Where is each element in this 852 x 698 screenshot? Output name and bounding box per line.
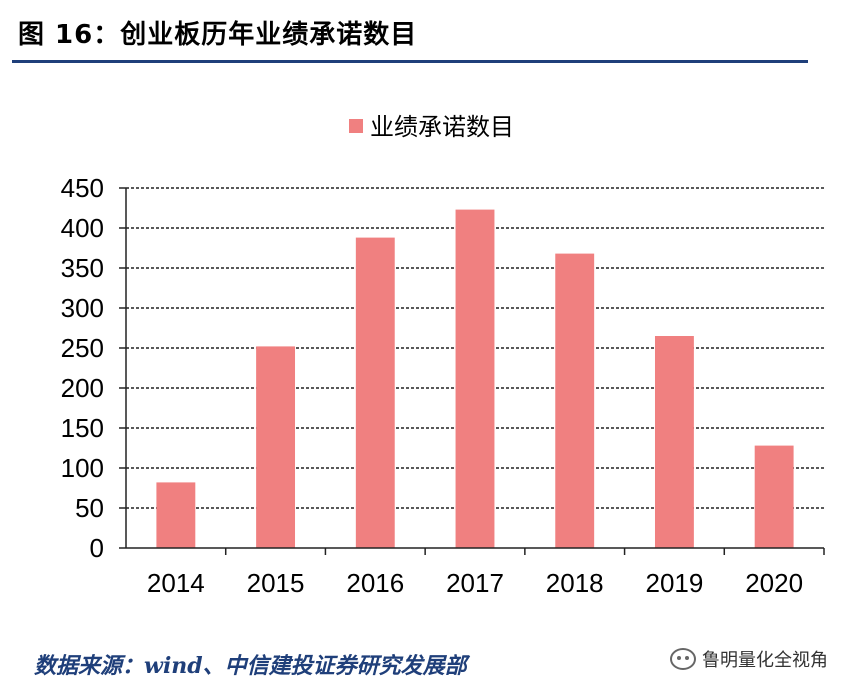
y-tick-label: 350 xyxy=(61,253,104,283)
legend-swatch xyxy=(349,119,363,133)
grid-lines xyxy=(126,187,824,509)
data-source-note: 数据来源：wind、中信建投证券研究发展部 xyxy=(34,653,467,679)
legend-label: 业绩承诺数目 xyxy=(370,113,514,141)
bar-2019 xyxy=(654,336,694,548)
y-tick-label: 150 xyxy=(61,413,104,443)
y-tick-label: 0 xyxy=(90,533,104,563)
x-tick-label: 2015 xyxy=(247,568,305,598)
wechat-icon xyxy=(670,648,696,670)
x-tick-label: 2020 xyxy=(745,568,803,598)
y-tick-label: 50 xyxy=(75,493,104,523)
figure-title: 图 16：创业板历年业绩承诺数目 xyxy=(18,20,418,50)
y-tick-label: 300 xyxy=(61,293,104,323)
y-tick-label: 450 xyxy=(61,173,104,203)
bar-2020 xyxy=(754,445,794,548)
bar-2015 xyxy=(256,346,296,548)
bar-2014 xyxy=(156,482,196,548)
y-tick-label: 250 xyxy=(61,333,104,363)
x-tick-label: 2017 xyxy=(446,568,504,598)
bar-2017 xyxy=(455,209,495,548)
x-tick-label: 2014 xyxy=(147,568,205,598)
x-tick-label: 2019 xyxy=(646,568,704,598)
bar-2016 xyxy=(355,237,395,548)
watermark: 鲁明量化全视角 xyxy=(670,646,828,672)
bar-2018 xyxy=(555,253,595,548)
title-divider xyxy=(12,60,808,63)
y-tick-label: 400 xyxy=(61,213,104,243)
watermark-text: 鲁明量化全视角 xyxy=(702,650,828,671)
y-tick-label: 100 xyxy=(61,453,104,483)
axes: 0 50 100 150 200 250 300 350 400 450 2014 2015 2016 2… xyxy=(61,173,825,598)
x-tick-label: 2018 xyxy=(546,568,604,598)
bars xyxy=(156,209,794,548)
x-tick-label: 2016 xyxy=(346,568,404,598)
y-tick-label: 200 xyxy=(61,373,104,403)
bar-chart: 0 50 100 150 200 250 300 350 400 450 2014 2015 2016 2… xyxy=(61,113,825,598)
legend: 业绩承诺数目 xyxy=(349,113,514,141)
